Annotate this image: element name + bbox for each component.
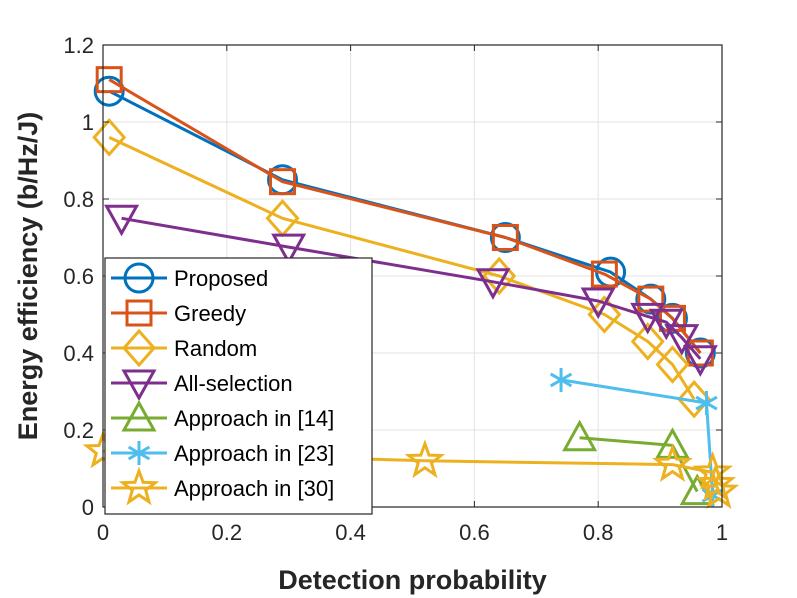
axis-ticks: 0 0.2 0.4 0.6 0.8 1 0 0.2 0.4 0.6 0.8 1 1.2 (63, 33, 728, 545)
y-tick-label: 0.2 (63, 418, 94, 443)
legend-label: Approach in [14] (174, 406, 334, 431)
legend-item-greedy: Greedy (111, 299, 246, 327)
data-point-random (655, 345, 690, 384)
x-tick-label: 0.8 (583, 520, 614, 545)
legend: Proposed Greedy Random All-selection Approac… (104, 257, 373, 515)
data-point-random (677, 379, 712, 419)
legend-label: Proposed (174, 266, 268, 291)
data-point-greedy (269, 168, 297, 196)
y-tick-label: 1.2 (63, 33, 94, 58)
legend-label: Approach in [30] (174, 476, 334, 501)
legend-label: Approach in [23] (174, 441, 334, 466)
data-point-proposed (489, 222, 521, 253)
data-point-approach-in-23 (695, 391, 718, 416)
y-tick-label: 0.6 (63, 264, 94, 289)
data-point-proposed (684, 337, 716, 369)
data-point-approach-in-30 (404, 439, 446, 479)
x-tick-label: 0 (97, 520, 109, 545)
series-line-random (108, 136, 696, 400)
legend-label: Greedy (174, 301, 246, 326)
series-greedy (95, 66, 714, 367)
data-point-all-selection (648, 308, 684, 341)
data-point-approach-in-14 (562, 419, 598, 452)
y-tick-label: 0 (82, 495, 94, 520)
legend-marker (127, 441, 151, 465)
data-point-all-selection (682, 345, 718, 377)
legend-marker (123, 262, 155, 294)
legend-item-approach-in-23: Approach in [23] (111, 441, 334, 466)
y-axis-label: Energy efficiency (b/Hz/J) (13, 112, 43, 441)
legend-marker (121, 328, 157, 368)
legend-item-random: Random (111, 328, 257, 368)
y-tick-label: 0.4 (63, 341, 94, 366)
legend-item-proposed: Proposed (111, 262, 268, 294)
legend-label: Random (174, 336, 257, 361)
data-point-approach-in-23 (549, 367, 573, 392)
x-tick-label: 0.2 (212, 520, 243, 545)
data-point-proposed (635, 283, 667, 315)
data-point-all-selection (271, 233, 307, 266)
data-point-random (92, 118, 127, 157)
series-line-all-selection (121, 216, 702, 360)
data-point-greedy (95, 66, 123, 94)
x-tick-label: 1 (716, 520, 728, 545)
data-point-approach-in-30 (698, 470, 740, 509)
legend-item-approach-in-30: Approach in [30] (111, 466, 334, 506)
data-point-all-selection (475, 268, 511, 300)
legend-marker (121, 399, 157, 432)
legend-marker (118, 466, 160, 506)
data-point-approach-in-30 (695, 462, 737, 502)
legend-item-approach-in-14: Approach in [14] (111, 399, 334, 432)
legend-label: All-selection (174, 371, 293, 396)
series-layer (82, 66, 740, 509)
legend-item-all-selection: All-selection (111, 369, 293, 402)
data-point-proposed (93, 75, 125, 107)
series-all-selection (104, 204, 718, 377)
y-tick-label: 1 (82, 110, 94, 135)
data-point-approach-in-30 (652, 443, 693, 482)
data-point-random (630, 322, 665, 361)
series-line-greedy (108, 78, 702, 354)
data-point-approach-in-14 (654, 427, 691, 459)
legend-marker (125, 299, 153, 327)
x-tick-label: 0.4 (335, 520, 366, 545)
legend-marker (121, 369, 157, 402)
data-point-all-selection (664, 324, 700, 356)
data-point-greedy (491, 224, 519, 251)
y-tick-label: 0.8 (63, 187, 94, 212)
data-point-greedy (590, 260, 618, 288)
x-tick-label: 0.6 (459, 520, 490, 545)
x-axis-label: Detection probability (278, 565, 547, 595)
data-point-all-selection (580, 287, 616, 320)
data-point-all-selection (104, 204, 140, 237)
